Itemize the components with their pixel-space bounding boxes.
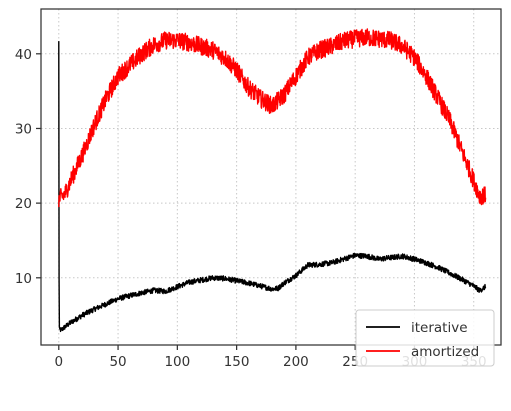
plot-frame bbox=[40, 8, 502, 346]
y-tick-label: 20 bbox=[15, 196, 32, 212]
x-tick-label: 0 bbox=[54, 354, 63, 370]
x-tick-label: 50 bbox=[109, 354, 126, 370]
x-tick-label: 150 bbox=[224, 354, 250, 370]
legend: iterative amortized bbox=[355, 309, 495, 367]
series-lines bbox=[58, 28, 487, 333]
y-tick-label: 10 bbox=[15, 271, 32, 287]
legend-label-amortized: amortized bbox=[411, 344, 479, 360]
grid-lines bbox=[41, 9, 501, 345]
series-line-iterative bbox=[58, 41, 487, 333]
y-tick-label: 30 bbox=[15, 121, 32, 137]
legend-box bbox=[355, 309, 495, 367]
series-line-amortized bbox=[58, 28, 487, 208]
x-tick-label: 200 bbox=[283, 354, 309, 370]
legend-label-iterative: iterative bbox=[411, 320, 468, 336]
y-tick-label: 40 bbox=[15, 47, 32, 63]
x-tick-label: 100 bbox=[164, 354, 190, 370]
